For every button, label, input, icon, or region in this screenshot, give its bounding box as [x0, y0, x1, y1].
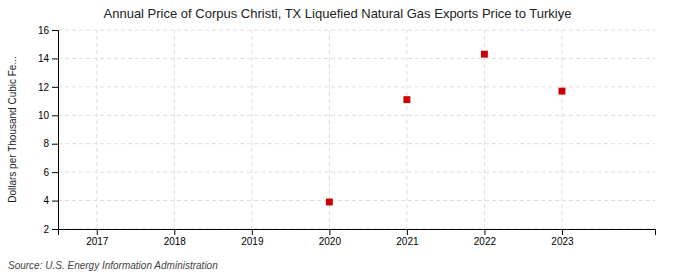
- x-grid-line: [96, 30, 97, 229]
- point: [481, 51, 488, 58]
- x-tick-mark: [484, 229, 485, 235]
- x-tick: 2019: [241, 229, 264, 247]
- y-tick-label: 8: [43, 138, 49, 149]
- x-tick-mark: [329, 229, 330, 235]
- point: [558, 88, 565, 95]
- y-grid-line: [58, 143, 655, 144]
- y-tick: 16: [38, 25, 58, 36]
- x-tick-label: 2021: [396, 236, 419, 247]
- y-tick: 10: [38, 110, 58, 121]
- x-tick: 2018: [164, 229, 187, 247]
- y-tick-mark: [52, 172, 58, 173]
- x-tick-label: 2017: [86, 236, 109, 247]
- plot-area: [326, 51, 566, 206]
- y-axis-line: [52, 31, 59, 230]
- x-grid-line: [484, 30, 485, 229]
- chart: 2017 2018 2019 2020 2021 2022 2023 2 4 6 8 10 12 14 16…: [0, 0, 675, 275]
- y-tick-mark: [52, 201, 58, 202]
- y-tick: 2: [43, 224, 58, 235]
- y-tick-mark: [52, 58, 58, 59]
- y-tick: 8: [43, 138, 58, 149]
- y-tick-label: 14: [38, 53, 50, 64]
- y-tick-label: 12: [38, 82, 50, 93]
- y-tick-label: 4: [43, 195, 49, 206]
- point: [403, 96, 410, 103]
- y-tick: 6: [43, 167, 58, 178]
- x-grid-line: [251, 30, 252, 229]
- x-tick-mark: [97, 229, 98, 235]
- x-tick-mark: [562, 229, 563, 235]
- source-note: Source: U.S. Energy Information Administ…: [8, 260, 218, 271]
- y-tick-mark: [52, 87, 58, 88]
- y-tick-label: 6: [43, 167, 49, 178]
- y-axis-label: Dollars per Thousand Cubic Fe...: [7, 56, 18, 203]
- y-tick-label: 16: [38, 25, 50, 36]
- y-grid-line: [58, 30, 655, 31]
- x-tick: 2020: [319, 229, 342, 247]
- y-tick-mark: [52, 144, 58, 145]
- point: [326, 199, 333, 206]
- y-axis: 2 4 6 8 10 12 14 16: [38, 25, 59, 235]
- x-tick: 2022: [474, 229, 497, 247]
- x-tick: 2021: [396, 229, 419, 247]
- y-tick-mark: [52, 115, 58, 116]
- y-grid-line: [58, 115, 655, 116]
- y-tick: 14: [38, 53, 58, 64]
- title: Annual Price of Corpus Christi, TX Lique…: [104, 6, 572, 21]
- y-grid-line: [58, 86, 655, 87]
- x-grid-line: [174, 30, 175, 229]
- x-grid-line: [406, 30, 407, 229]
- x-axis: 2017 2018 2019 2020 2021 2022 2023: [59, 229, 656, 247]
- x-tick-label: 2018: [164, 236, 187, 247]
- x-tick-mark: [252, 229, 253, 235]
- x-tick-label: 2019: [241, 236, 264, 247]
- y-tick: 12: [38, 82, 58, 93]
- x-tick-mark: [174, 229, 175, 235]
- x-tick: 2023: [551, 229, 574, 247]
- x-tick-label: 2023: [551, 236, 574, 247]
- x-grid-line: [561, 30, 562, 229]
- y-tick-label: 10: [38, 110, 50, 121]
- y-tick-mark: [52, 229, 58, 230]
- y-grid-line: [58, 58, 655, 59]
- chart-container: 2017 2018 2019 2020 2021 2022 2023 2 4 6 8 10 12 14 16…: [0, 0, 675, 275]
- x-axis-line: [59, 230, 656, 236]
- y-grid-line: [58, 172, 655, 173]
- y-tick: 4: [43, 195, 58, 206]
- y-grid-line: [58, 200, 655, 201]
- x-tick-label: 2020: [319, 236, 342, 247]
- grid: [58, 30, 655, 229]
- x-tick-label: 2022: [474, 236, 497, 247]
- y-tick-mark: [52, 30, 58, 31]
- x-tick-mark: [407, 229, 408, 235]
- x-tick: 2017: [86, 229, 109, 247]
- y-tick-label: 2: [43, 224, 49, 235]
